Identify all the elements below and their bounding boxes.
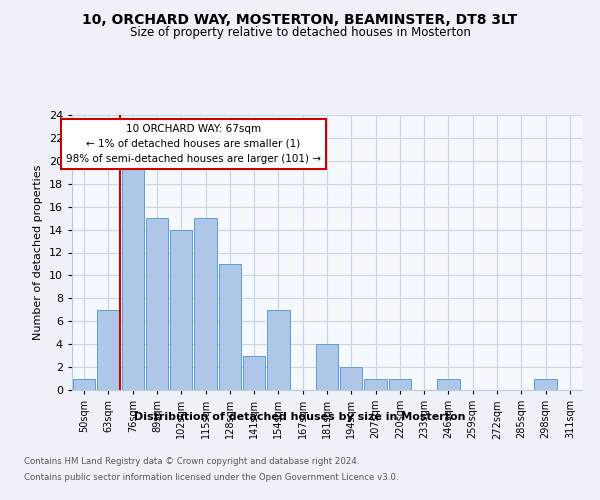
Bar: [218, 264, 241, 390]
Y-axis label: Number of detached properties: Number of detached properties: [33, 165, 43, 340]
Text: Size of property relative to detached houses in Mosterton: Size of property relative to detached ho…: [130, 26, 470, 39]
Bar: [73, 378, 95, 390]
Bar: [122, 161, 144, 390]
Bar: [97, 310, 119, 390]
Text: Distribution of detached houses by size in Mosterton: Distribution of detached houses by size …: [134, 412, 466, 422]
Text: 10 ORCHARD WAY: 67sqm
← 1% of detached houses are smaller (1)
98% of semi-detach: 10 ORCHARD WAY: 67sqm ← 1% of detached h…: [66, 124, 321, 164]
Text: 10, ORCHARD WAY, MOSTERTON, BEAMINSTER, DT8 3LT: 10, ORCHARD WAY, MOSTERTON, BEAMINSTER, …: [82, 12, 518, 26]
Bar: [316, 344, 338, 390]
Bar: [437, 378, 460, 390]
Bar: [170, 230, 193, 390]
Bar: [364, 378, 387, 390]
Bar: [535, 378, 557, 390]
Text: Contains HM Land Registry data © Crown copyright and database right 2024.: Contains HM Land Registry data © Crown c…: [24, 458, 359, 466]
Text: Contains public sector information licensed under the Open Government Licence v3: Contains public sector information licen…: [24, 472, 398, 482]
Bar: [243, 356, 265, 390]
Bar: [389, 378, 411, 390]
Bar: [146, 218, 168, 390]
Bar: [267, 310, 290, 390]
Bar: [340, 367, 362, 390]
Bar: [194, 218, 217, 390]
